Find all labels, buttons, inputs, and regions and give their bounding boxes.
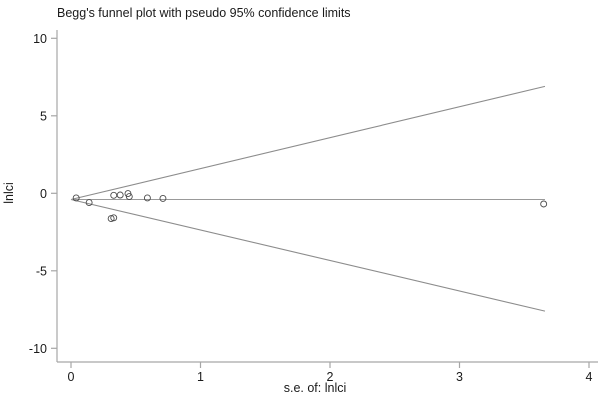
x-tick-label: 1	[197, 370, 204, 384]
pseudo-confidence-limit-lines	[70, 85, 546, 312]
y-tick-label: 10	[33, 32, 47, 46]
x-axis-ticks: 0 1 2 3 4	[68, 362, 593, 384]
study-point-marker	[110, 191, 118, 199]
x-tick-label: 4	[586, 370, 593, 384]
y-axis-ticks: 10 5 0 -5 -10	[29, 32, 57, 356]
axes	[56, 30, 598, 363]
lower-confidence-limit-line	[70, 198, 546, 312]
y-tick-label: 5	[40, 109, 47, 123]
upper-confidence-limit-line	[70, 85, 546, 201]
study-point-marker	[159, 194, 167, 202]
study-point-marker	[110, 214, 118, 222]
y-tick-label: -10	[29, 342, 47, 356]
x-axis-label: s.e. of: lnlci	[283, 381, 347, 395]
study-point-marker	[125, 193, 133, 201]
study-point-marker	[116, 191, 124, 199]
study-point-marker	[85, 199, 93, 207]
x-tick-label: 2	[327, 370, 334, 384]
chart-title: Begg's funnel plot with pseudo 95% confi…	[57, 6, 351, 20]
study-point-marker	[72, 194, 80, 202]
x-tick-label: 3	[456, 370, 463, 384]
x-tick-label: 0	[68, 370, 75, 384]
study-data-points	[72, 190, 548, 223]
y-tick-label: 0	[40, 187, 47, 201]
y-axis-label: lnlci	[2, 182, 16, 204]
y-tick-label: -5	[36, 264, 47, 278]
study-point-marker	[143, 194, 151, 202]
study-point-marker	[540, 200, 548, 208]
